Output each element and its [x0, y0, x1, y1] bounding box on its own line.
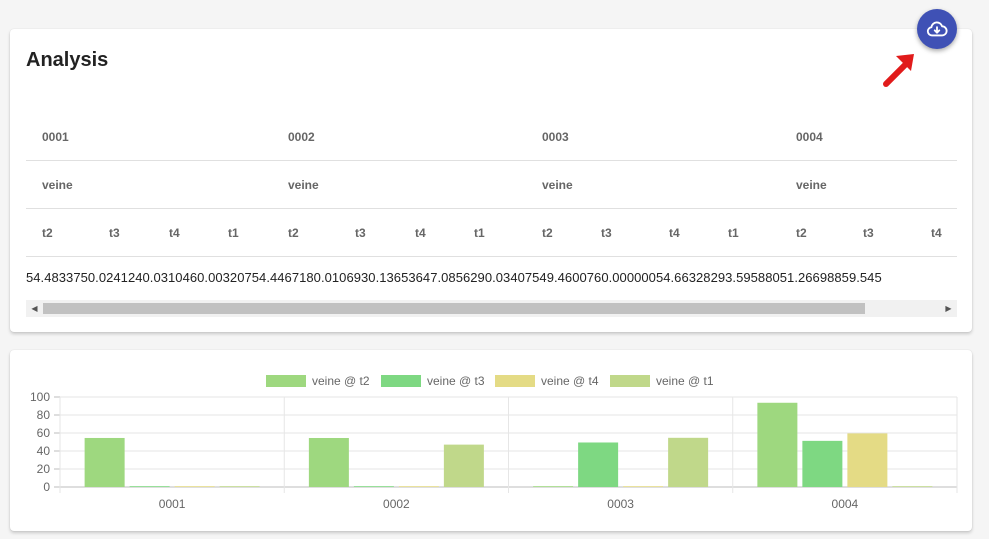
analysis-table: 0001 0002 0003 0004 veine veine veine ve… — [26, 113, 957, 323]
x-tick-label: 0002 — [383, 497, 410, 511]
bar[interactable] — [84, 437, 125, 487]
legend-swatch — [610, 375, 650, 387]
column-header: t2 — [542, 226, 553, 240]
legend-label: veine @ t4 — [541, 374, 599, 388]
y-tick-label: 20 — [37, 462, 51, 476]
sub-header: veine — [796, 178, 827, 192]
x-tick-label: 0004 — [832, 497, 859, 511]
y-tick-label: 40 — [37, 444, 51, 458]
y-tick-label: 60 — [37, 426, 51, 440]
download-button[interactable] — [917, 9, 957, 49]
y-tick-label: 100 — [30, 390, 50, 404]
column-header: t4 — [169, 226, 180, 240]
bar[interactable] — [578, 442, 619, 487]
group-header: 0003 — [542, 130, 569, 144]
legend-swatch — [495, 375, 535, 387]
analysis-card: Analysis 0001 0002 0003 0004 veine veine… — [10, 29, 972, 332]
column-header: t4 — [415, 226, 426, 240]
bar[interactable] — [623, 486, 664, 487]
scrollbar-thumb[interactable] — [43, 303, 865, 314]
column-header: t4 — [931, 226, 942, 240]
bar[interactable] — [533, 486, 574, 487]
column-header: t4 — [669, 226, 680, 240]
bar[interactable] — [174, 486, 215, 487]
legend-swatch — [381, 375, 421, 387]
column-header: t3 — [601, 226, 612, 240]
scroll-right-icon[interactable]: ▶ — [945, 304, 952, 313]
bar[interactable] — [219, 486, 260, 487]
column-header: t3 — [109, 226, 120, 240]
bar[interactable] — [443, 444, 484, 487]
chart-card: veine @ t2 veine @ t3 veine @ t4 veine @… — [10, 350, 972, 531]
x-tick-label: 0003 — [607, 497, 634, 511]
column-header: t2 — [288, 226, 299, 240]
bar[interactable] — [892, 486, 933, 487]
analysis-title: Analysis — [26, 49, 109, 71]
column-header: t1 — [728, 226, 739, 240]
horizontal-scrollbar[interactable]: ◀ ▶ — [26, 300, 957, 317]
column-header: t2 — [42, 226, 53, 240]
group-header: 0004 — [796, 130, 823, 144]
legend-label: veine @ t3 — [427, 374, 485, 388]
group-header: 0002 — [288, 130, 315, 144]
bar[interactable] — [308, 437, 349, 487]
legend-item[interactable]: veine @ t1 — [610, 374, 714, 388]
sub-header: veine — [542, 178, 573, 192]
x-tick-label: 0001 — [159, 497, 186, 511]
legend-label: veine @ t1 — [656, 374, 714, 388]
legend-item[interactable]: veine @ t4 — [495, 374, 599, 388]
column-header: t1 — [228, 226, 239, 240]
bar-chart: 0 20 40 60 80 100 0001 0002 0003 0004 — [30, 390, 958, 511]
bar[interactable] — [668, 437, 709, 487]
legend-item[interactable]: veine @ t2 — [266, 374, 370, 388]
column-header: t3 — [355, 226, 366, 240]
sub-header: veine — [288, 178, 319, 192]
bar[interactable] — [757, 402, 798, 487]
scroll-left-icon[interactable]: ◀ — [31, 304, 38, 313]
legend-swatch — [266, 375, 306, 387]
bar[interactable] — [353, 486, 394, 487]
group-header: 0001 — [42, 130, 69, 144]
table-header-row-groups: 0001 0002 0003 0004 — [26, 113, 957, 161]
bar[interactable] — [847, 433, 888, 487]
table-values-row: 54.4833750.0241240.0310460.00320754.4467… — [26, 270, 882, 285]
legend-label: veine @ t2 — [312, 374, 370, 388]
y-tick-label: 0 — [43, 480, 50, 494]
legend-item[interactable]: veine @ t3 — [381, 374, 485, 388]
y-tick-label: 80 — [37, 408, 51, 422]
bar[interactable] — [398, 486, 439, 487]
column-header: t1 — [474, 226, 485, 240]
bar[interactable] — [802, 440, 843, 487]
column-header: t3 — [863, 226, 874, 240]
red-arrow-annotation — [883, 54, 914, 87]
column-header: t2 — [796, 226, 807, 240]
table-header-row-sub: veine veine veine veine — [26, 161, 957, 209]
table-header-row-columns: t2 t3 t4 t1 t2 t3 t4 t1 t2 t3 t4 t1 t2 t… — [26, 209, 957, 257]
bar[interactable] — [129, 486, 170, 487]
cloud-download-icon — [926, 21, 948, 37]
sub-header: veine — [42, 178, 73, 192]
